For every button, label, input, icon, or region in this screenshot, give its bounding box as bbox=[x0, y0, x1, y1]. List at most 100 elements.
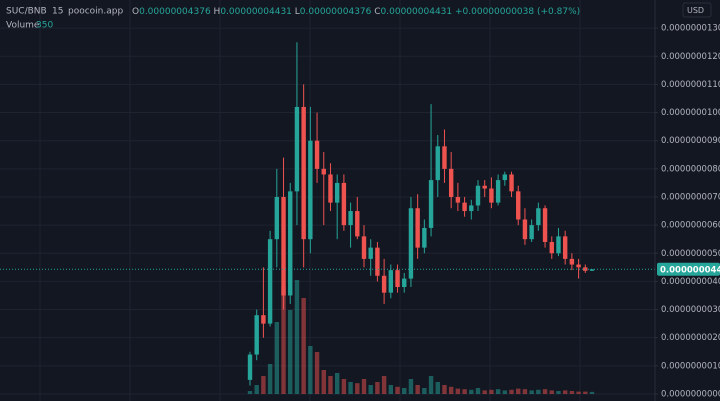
candle-body bbox=[321, 168, 326, 175]
y-tick-label: 0.00000001000000 bbox=[661, 108, 720, 118]
candle-body bbox=[428, 180, 434, 228]
volume-bar bbox=[502, 390, 508, 394]
volume-bar bbox=[281, 286, 286, 394]
candle-body bbox=[341, 182, 347, 226]
volume-bar bbox=[549, 390, 554, 394]
volume-bar bbox=[435, 382, 440, 394]
volume-bar bbox=[254, 385, 259, 394]
volume-bar bbox=[569, 391, 575, 394]
volume-bar bbox=[489, 389, 494, 394]
candle-body bbox=[348, 211, 353, 226]
o-label: O bbox=[132, 7, 139, 17]
volume-bar bbox=[321, 370, 326, 394]
candle-body bbox=[402, 278, 407, 288]
candle-body bbox=[495, 180, 501, 203]
candle-body bbox=[516, 191, 521, 220]
volume-bar bbox=[388, 385, 394, 394]
candle-body bbox=[549, 242, 554, 254]
volume-bar bbox=[542, 389, 548, 394]
candle-body bbox=[288, 191, 293, 296]
volume-bar bbox=[381, 376, 387, 394]
volume-bar bbox=[274, 322, 280, 394]
volume-bar bbox=[556, 391, 561, 394]
currency[interactable]: USD bbox=[687, 6, 704, 15]
volume-bar bbox=[355, 383, 360, 394]
y-tick-label: 0.00000001300000 bbox=[661, 24, 720, 34]
y-tick-label: 0.00000000000000 bbox=[661, 389, 720, 399]
volume-bar bbox=[308, 346, 313, 394]
candle-body bbox=[502, 174, 508, 181]
candle-body bbox=[589, 269, 595, 271]
candle-body bbox=[254, 315, 259, 355]
volume-bar bbox=[455, 388, 461, 394]
volume-bar bbox=[402, 388, 407, 394]
volume-bar bbox=[395, 386, 400, 394]
y-tick-label: 0.00000000800000 bbox=[661, 164, 720, 174]
candle-body bbox=[308, 140, 313, 240]
marks bbox=[0, 42, 655, 394]
volume-bar bbox=[415, 385, 420, 394]
candle-body bbox=[395, 270, 400, 288]
y-tick-label: 0.00000001100000 bbox=[661, 80, 720, 90]
volume-bar bbox=[428, 376, 434, 394]
candle-body bbox=[368, 247, 373, 259]
y-tick-label: 0.00000000600000 bbox=[661, 221, 720, 231]
volume-bar bbox=[442, 385, 447, 394]
y-tick-label: 0.00000000500000 bbox=[661, 249, 720, 259]
volume-bar bbox=[495, 389, 501, 394]
volume-bar bbox=[408, 379, 414, 394]
volume-bar bbox=[294, 280, 300, 394]
volume-bar bbox=[301, 298, 306, 394]
volume-bar bbox=[536, 389, 541, 394]
candle-body bbox=[408, 208, 414, 279]
h-label: H bbox=[214, 7, 221, 17]
price-label: 0.00000004431 bbox=[660, 265, 720, 275]
volume-bar bbox=[576, 391, 581, 394]
candle-body bbox=[274, 196, 280, 240]
currency-button[interactable] bbox=[682, 2, 712, 18]
volume-bar bbox=[448, 386, 454, 394]
candle-body bbox=[442, 146, 447, 169]
volume-bar bbox=[341, 379, 347, 394]
c-value: 0.00000004431 bbox=[381, 7, 453, 17]
candle-body bbox=[381, 275, 387, 293]
volume-bar bbox=[375, 382, 380, 394]
volume-bar bbox=[589, 391, 595, 394]
candle-body bbox=[475, 185, 481, 206]
y-tick-label: 0.00000000700000 bbox=[661, 192, 720, 202]
candle-body bbox=[569, 258, 575, 265]
l-value: 0.00000004376 bbox=[300, 7, 372, 17]
volume-bar bbox=[422, 388, 427, 394]
volume-bar bbox=[348, 382, 353, 394]
volume-value: 350 bbox=[36, 21, 53, 31]
candle-body bbox=[388, 270, 394, 293]
ohlc: O0.00000004376 H0.00000004431 L0.0000000… bbox=[132, 7, 580, 17]
candle-body bbox=[469, 205, 474, 212]
volume-bar bbox=[562, 390, 568, 394]
candle-body bbox=[509, 174, 514, 192]
candle-body bbox=[489, 188, 494, 203]
volume-bar bbox=[247, 391, 253, 394]
c-label: C bbox=[374, 7, 380, 17]
volume-bar bbox=[469, 389, 474, 394]
y-tick-label: 0.00000001200000 bbox=[661, 52, 720, 62]
candle-body bbox=[294, 106, 300, 192]
volume-bar bbox=[314, 352, 320, 394]
candle-body bbox=[542, 208, 548, 243]
candle-body bbox=[328, 174, 333, 203]
volume-bar bbox=[261, 376, 266, 394]
candle-body bbox=[556, 236, 561, 254]
candle-body bbox=[375, 247, 380, 276]
h-value: 0.00000004431 bbox=[220, 7, 292, 17]
y-tick-label: 0.00000000100000 bbox=[661, 361, 720, 371]
volume-bar bbox=[361, 379, 367, 394]
candle-body bbox=[576, 264, 581, 268]
candle-body bbox=[422, 227, 427, 248]
candle-body bbox=[361, 236, 367, 259]
candle-body bbox=[261, 315, 266, 324]
l-label: L bbox=[295, 7, 300, 17]
candle-body bbox=[529, 225, 534, 240]
candle-body bbox=[247, 354, 253, 380]
